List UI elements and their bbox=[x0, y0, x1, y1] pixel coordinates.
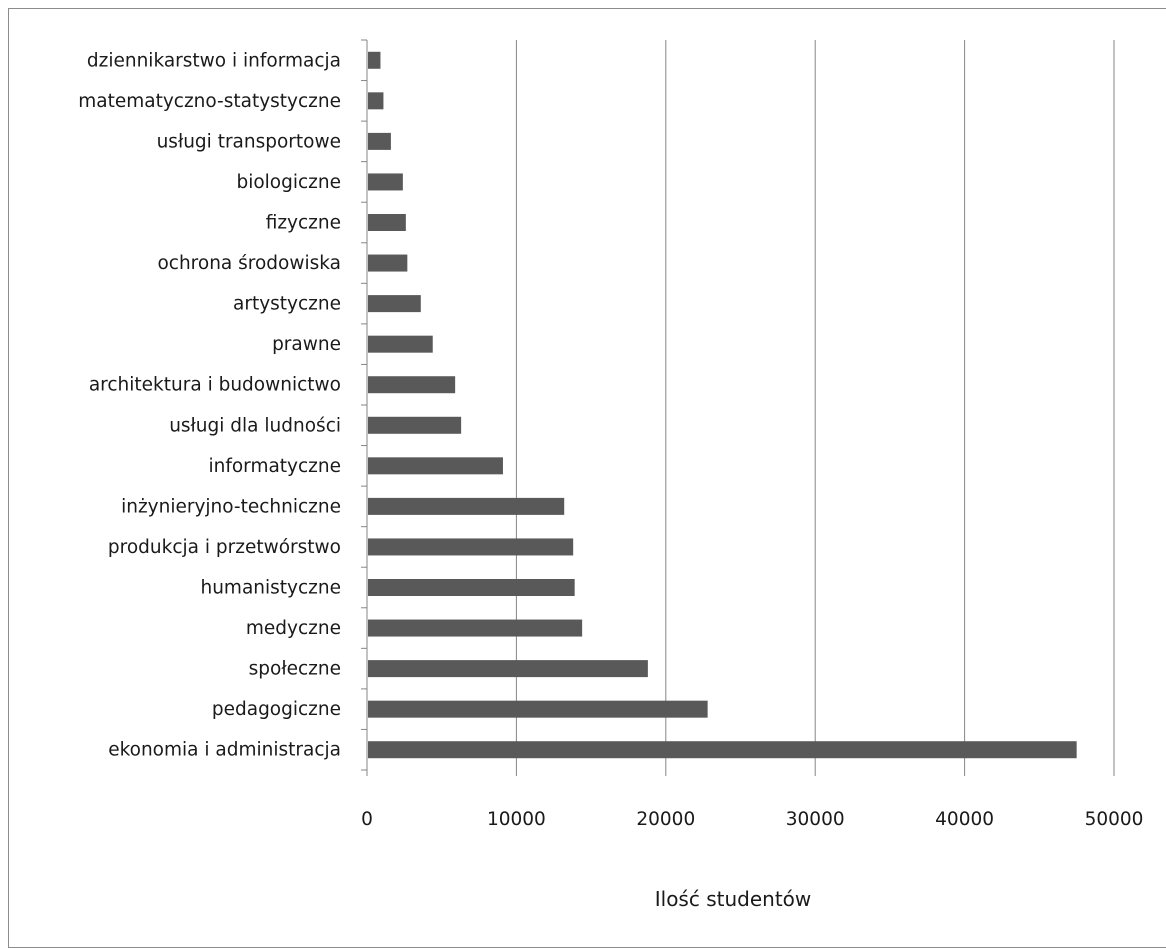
category-label: ochrona środowiska bbox=[157, 253, 341, 274]
x-axis-title: Ilość studentów bbox=[655, 887, 812, 911]
bar bbox=[368, 254, 408, 272]
x-tick-label: 50000 bbox=[1085, 809, 1144, 830]
axes bbox=[361, 39, 1115, 776]
x-tick-label: 30000 bbox=[786, 809, 845, 830]
category-label: usługi transportowe bbox=[157, 131, 341, 152]
bar bbox=[368, 92, 384, 110]
bar bbox=[368, 51, 381, 69]
category-labels: ekonomia i administracja pedagogiczne społ… bbox=[78, 50, 341, 760]
x-tick-label: 0 bbox=[361, 809, 373, 830]
bar bbox=[368, 700, 708, 718]
category-label: fizyczne bbox=[266, 213, 341, 234]
category-label: inżynieryjno-techniczne bbox=[121, 496, 341, 517]
category-label: humanistyczne bbox=[200, 578, 341, 599]
category-label: pedagogiczne bbox=[212, 699, 341, 720]
bar bbox=[368, 741, 1077, 759]
bar bbox=[368, 132, 391, 150]
category-label: prawne bbox=[272, 334, 341, 355]
bar bbox=[368, 416, 462, 434]
bars bbox=[368, 51, 1077, 759]
bar bbox=[368, 295, 421, 313]
gridlines bbox=[515, 40, 1115, 770]
bar bbox=[368, 619, 583, 637]
category-label: biologiczne bbox=[236, 172, 341, 193]
x-tick-label: 20000 bbox=[636, 809, 695, 830]
category-label: społeczne bbox=[249, 659, 341, 680]
bar bbox=[368, 214, 406, 231]
bar bbox=[368, 497, 565, 515]
bar bbox=[368, 457, 503, 475]
x-tick-labels: 0 10000 20000 30000 40000 50000 bbox=[361, 809, 1143, 830]
x-tick-label: 10000 bbox=[487, 809, 546, 830]
category-label: medyczne bbox=[246, 618, 341, 639]
chart-frame bbox=[8, 8, 1166, 948]
category-label: usługi dla ludności bbox=[169, 415, 341, 436]
category-label: matematyczno-statystyczne bbox=[78, 91, 341, 112]
category-label: architektura i budownictwo bbox=[89, 375, 341, 396]
category-label: produkcja i przetwórstwo bbox=[108, 537, 341, 558]
category-label: artystyczne bbox=[233, 294, 341, 315]
bar bbox=[368, 173, 403, 191]
bar bbox=[368, 376, 456, 394]
bar bbox=[368, 660, 648, 678]
bar bbox=[368, 335, 433, 353]
category-label: informatyczne bbox=[208, 456, 341, 477]
bar bbox=[368, 579, 575, 596]
category-label: dziennikarstwo i informacja bbox=[87, 50, 341, 71]
x-tick-label: 40000 bbox=[935, 809, 994, 830]
bar bbox=[368, 538, 574, 556]
category-label: ekonomia i administracja bbox=[108, 740, 341, 761]
